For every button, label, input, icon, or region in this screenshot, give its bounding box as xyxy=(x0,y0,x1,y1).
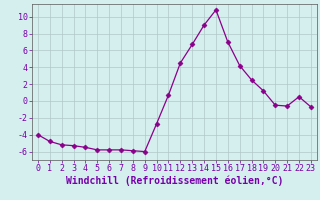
X-axis label: Windchill (Refroidissement éolien,°C): Windchill (Refroidissement éolien,°C) xyxy=(66,176,283,186)
